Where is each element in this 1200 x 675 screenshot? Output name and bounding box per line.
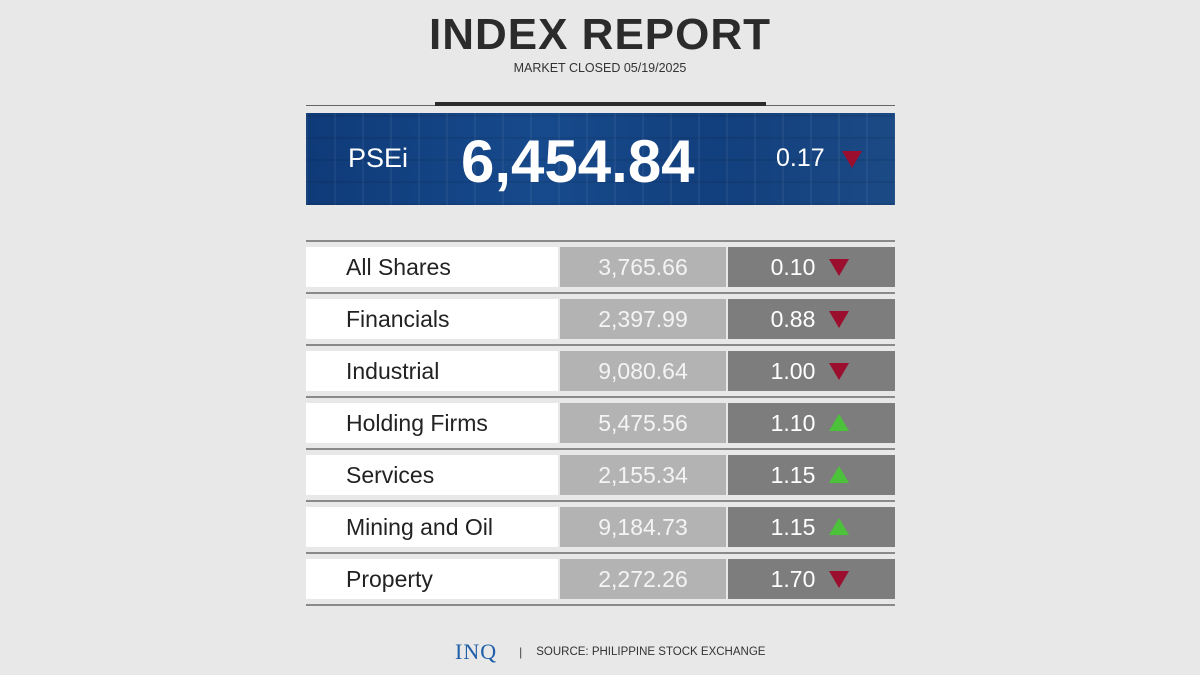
title-underline: [435, 102, 766, 106]
index-row: Mining and Oil 9,184.73 1.15: [306, 507, 895, 547]
footer-separator: |: [519, 645, 523, 659]
index-change: 0.10: [728, 247, 895, 287]
change-value: 1.10: [770, 410, 816, 436]
index-change: 1.15: [728, 507, 895, 547]
index-name: Property: [306, 559, 558, 599]
index-value: 9,184.73: [560, 507, 726, 547]
index-row: Financials 2,397.99 0.88: [306, 299, 895, 339]
down-arrow-icon: [829, 311, 849, 328]
change-value: 0.10: [770, 254, 816, 280]
change-value: 1.70: [770, 566, 816, 592]
index-row: Property 2,272.26 1.70: [306, 559, 895, 599]
down-arrow-icon: [842, 151, 862, 168]
down-arrow-icon: [829, 259, 849, 276]
index-row: All Shares 3,765.66 0.10: [306, 247, 895, 287]
building-background: [306, 113, 895, 205]
index-row: Industrial 9,080.64 1.00: [306, 351, 895, 391]
index-name: Industrial: [306, 351, 558, 391]
index-name: Mining and Oil: [306, 507, 558, 547]
index-change: 0.88: [728, 299, 895, 339]
down-arrow-icon: [829, 363, 849, 380]
change-value: 0.88: [770, 306, 816, 332]
up-arrow-icon: [829, 466, 849, 483]
index-row: Services 2,155.34 1.15: [306, 455, 895, 495]
change-value: 1.15: [770, 462, 816, 488]
index-value: 2,272.26: [560, 559, 726, 599]
index-value: 5,475.56: [560, 403, 726, 443]
source-text: SOURCE: PHILIPPINE STOCK EXCHANGE: [536, 646, 766, 658]
index-name: Services: [306, 455, 558, 495]
index-change: 1.15: [728, 455, 895, 495]
index-change: 1.10: [728, 403, 895, 443]
change-value: 1.00: [770, 358, 816, 384]
row-divider: [306, 396, 895, 398]
row-divider: [306, 500, 895, 502]
row-divider: [306, 448, 895, 450]
index-value: 9,080.64: [560, 351, 726, 391]
index-value: 3,765.66: [560, 247, 726, 287]
up-arrow-icon: [829, 518, 849, 535]
index-value: 2,155.34: [560, 455, 726, 495]
row-divider: [306, 344, 895, 346]
index-change: 1.00: [728, 351, 895, 391]
inq-logo: INQ: [455, 639, 498, 664]
index-name: Financials: [306, 299, 558, 339]
market-closed-date: MARKET CLOSED 05/19/2025: [513, 61, 687, 75]
footer: INQ | SOURCE: PHILIPPINE STOCK EXCHANGE: [455, 639, 766, 664]
psei-banner: PSEi 6,454.84 0.17: [306, 113, 895, 205]
index-name: Holding Firms: [306, 403, 558, 443]
index-change: 1.70: [728, 559, 895, 599]
index-value: 2,397.99: [560, 299, 726, 339]
row-divider: [306, 240, 895, 242]
row-divider: [306, 604, 895, 606]
psei-value: 6,454.84: [461, 128, 695, 195]
up-arrow-icon: [829, 414, 849, 431]
index-row: Holding Firms 5,475.56 1.10: [306, 403, 895, 443]
row-divider: [306, 552, 895, 554]
psei-change: 0.17: [776, 144, 825, 172]
change-value: 1.15: [770, 514, 816, 540]
page-title: INDEX REPORT: [428, 10, 772, 59]
row-divider: [306, 292, 895, 294]
psei-label: PSEi: [348, 143, 409, 173]
index-name: All Shares: [306, 247, 558, 287]
down-arrow-icon: [829, 571, 849, 588]
